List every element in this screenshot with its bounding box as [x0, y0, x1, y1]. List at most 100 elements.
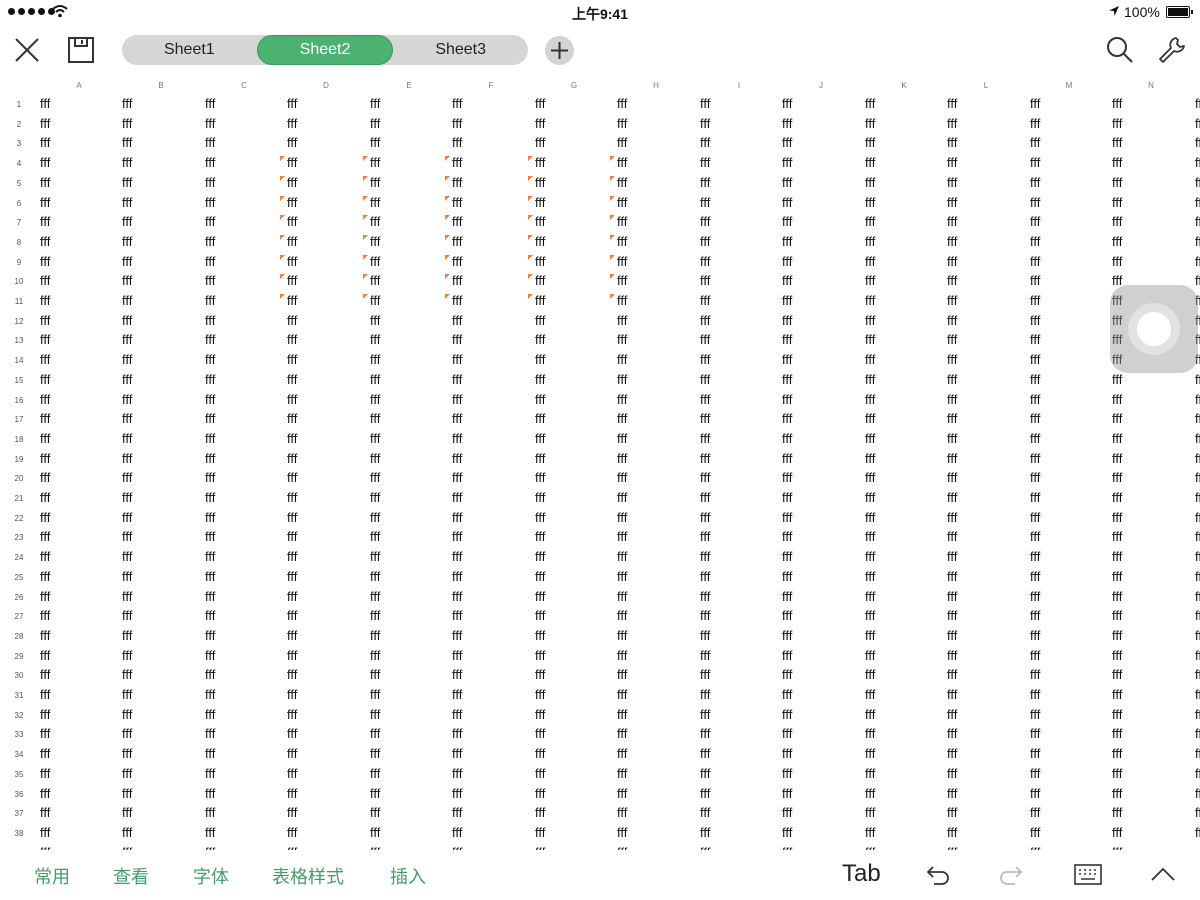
cell[interactable]: fff	[122, 549, 133, 565]
cell[interactable]: fff	[205, 845, 215, 850]
cell[interactable]: fff	[40, 391, 51, 407]
cell[interactable]: fff	[287, 135, 298, 151]
cell[interactable]: fff	[1195, 568, 1200, 584]
cell[interactable]: fff	[122, 805, 133, 821]
cell[interactable]: fff	[700, 687, 711, 702]
column-header[interactable]: I	[737, 81, 741, 90]
cell[interactable]: fff	[1030, 785, 1041, 801]
cell[interactable]: fff	[1112, 568, 1123, 584]
cell[interactable]: fff	[865, 96, 876, 111]
cell[interactable]: fff	[122, 765, 133, 781]
cell[interactable]: fff	[700, 706, 711, 722]
cell[interactable]: fff	[287, 470, 298, 486]
cell[interactable]: fff	[782, 470, 793, 486]
cell[interactable]: fff	[617, 706, 628, 722]
cell[interactable]: fff	[122, 667, 133, 683]
cell[interactable]: fff	[865, 233, 876, 249]
cell[interactable]: fff	[535, 568, 546, 584]
cell[interactable]: fff	[370, 96, 381, 111]
cell[interactable]: fff	[205, 687, 216, 702]
cell[interactable]: fff	[205, 214, 216, 230]
cell[interactable]: fff	[1112, 785, 1123, 801]
cell[interactable]: fff	[700, 627, 711, 643]
cell[interactable]: fff	[535, 430, 546, 446]
cell[interactable]: fff	[865, 273, 876, 289]
cell[interactable]: fff	[700, 391, 711, 407]
cell[interactable]: fff	[1112, 470, 1123, 486]
cell[interactable]: fff	[287, 96, 298, 111]
cell[interactable]: fff	[452, 627, 463, 643]
cell[interactable]: fff	[370, 194, 381, 210]
cell[interactable]: fff	[1030, 332, 1041, 348]
cell[interactable]: fff	[40, 529, 51, 545]
cell[interactable]: fff	[370, 312, 381, 328]
row-header[interactable]: 11	[14, 297, 24, 306]
cell[interactable]: fff	[700, 647, 711, 663]
cell[interactable]: fff	[535, 706, 546, 722]
cell[interactable]: fff	[1030, 470, 1041, 486]
cell[interactable]: fff	[1112, 509, 1123, 525]
cell[interactable]: fff	[370, 509, 381, 525]
cell[interactable]: fff	[370, 155, 381, 171]
cell[interactable]: fff	[617, 687, 628, 702]
cell[interactable]: fff	[1112, 411, 1123, 427]
cell[interactable]: fff	[1195, 490, 1200, 505]
assistive-touch-button[interactable]	[1110, 285, 1198, 373]
cell[interactable]: fff	[782, 371, 793, 387]
cell[interactable]: fff	[40, 785, 51, 801]
cell[interactable]: fff	[370, 490, 381, 505]
cell[interactable]: fff	[947, 371, 958, 387]
row-header[interactable]: 36	[14, 789, 24, 799]
cell[interactable]: fff	[287, 273, 298, 289]
cell[interactable]: fff	[1195, 391, 1200, 407]
cell[interactable]: fff	[865, 411, 876, 427]
row-header[interactable]: 7	[16, 218, 22, 228]
cell[interactable]: fff	[1112, 233, 1123, 249]
cell[interactable]: fff	[122, 588, 133, 604]
cell[interactable]: fff	[370, 371, 381, 387]
cell[interactable]: fff	[122, 135, 133, 151]
cell[interactable]: fff	[1195, 411, 1200, 427]
cell[interactable]: fff	[452, 332, 463, 348]
cell[interactable]: fff	[865, 450, 876, 466]
cell[interactable]: fff	[452, 391, 463, 407]
cell[interactable]: fff	[535, 845, 545, 850]
cell[interactable]: fff	[452, 529, 463, 545]
cell[interactable]: fff	[1030, 293, 1041, 308]
cell[interactable]: fff	[617, 805, 628, 821]
cell[interactable]: fff	[205, 667, 216, 683]
cell[interactable]: fff	[947, 805, 958, 821]
cell[interactable]: fff	[1112, 253, 1123, 269]
cell[interactable]: fff	[122, 293, 133, 308]
cell[interactable]: fff	[205, 174, 216, 190]
cell[interactable]: fff	[452, 549, 463, 565]
cell[interactable]: fff	[865, 371, 876, 387]
cell[interactable]: fff	[1195, 194, 1200, 210]
cell[interactable]: fff	[947, 529, 958, 545]
cell[interactable]: fff	[700, 588, 711, 604]
cell[interactable]: fff	[1030, 509, 1041, 525]
cell[interactable]: fff	[287, 293, 298, 308]
cell[interactable]: fff	[1112, 647, 1123, 663]
cell[interactable]: fff	[947, 450, 958, 466]
cell[interactable]: fff	[782, 667, 793, 683]
cell[interactable]: fff	[122, 647, 133, 663]
cell[interactable]: fff	[287, 233, 298, 249]
cell[interactable]: fff	[947, 352, 958, 368]
cell[interactable]: fff	[782, 765, 793, 781]
cell[interactable]: fff	[1195, 293, 1200, 308]
cell[interactable]: fff	[205, 312, 216, 328]
cell[interactable]: fff	[865, 470, 876, 486]
cell[interactable]: fff	[205, 805, 216, 821]
cell[interactable]: fff	[1030, 115, 1041, 131]
cell[interactable]: fff	[947, 470, 958, 486]
cell[interactable]: fff	[452, 726, 463, 742]
cell[interactable]: fff	[1195, 667, 1200, 683]
cell[interactable]: fff	[947, 667, 958, 683]
cell[interactable]: fff	[40, 765, 51, 781]
cell[interactable]: fff	[617, 332, 628, 348]
cell[interactable]: fff	[287, 706, 298, 722]
cell[interactable]: fff	[40, 647, 51, 663]
cell[interactable]: fff	[287, 430, 298, 446]
cell[interactable]: fff	[1195, 647, 1200, 663]
